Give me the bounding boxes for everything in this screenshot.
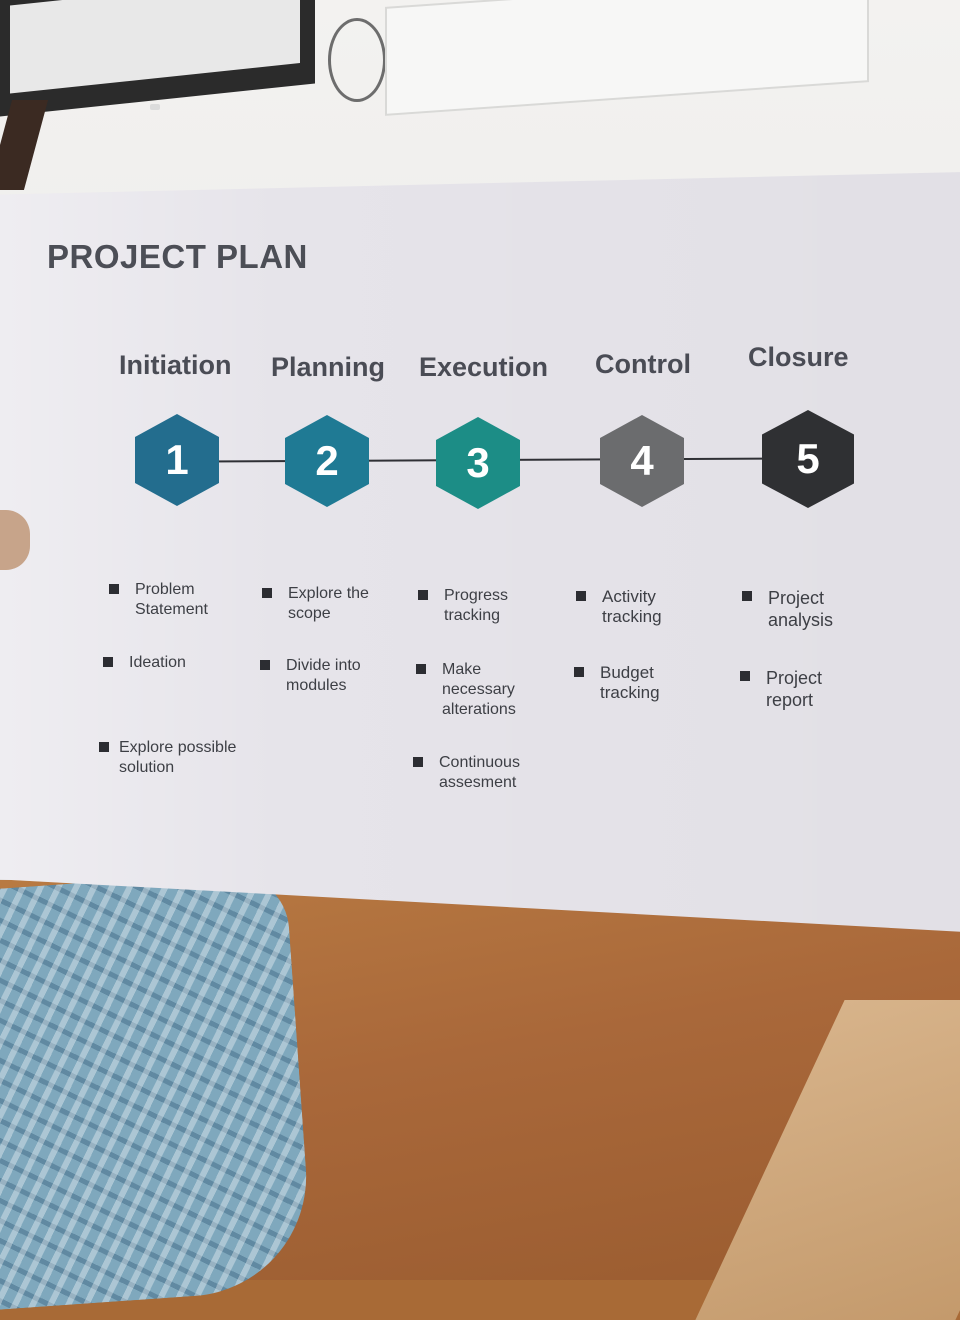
bullet-square-icon — [103, 657, 113, 667]
bullet-square-icon — [418, 590, 428, 600]
phase-label-control: Control — [595, 349, 691, 379]
list-item: Activity tracking — [576, 587, 682, 627]
bullet-square-icon — [99, 742, 109, 752]
bullet-square-icon — [740, 671, 750, 681]
list-item: Progress tracking — [418, 586, 534, 626]
bullet-square-icon — [109, 584, 119, 594]
step-number-5: 5 — [796, 435, 820, 482]
phase-label-planning: Planning — [271, 352, 385, 382]
phase-label-closure: Closure — [748, 342, 849, 372]
list-item: Explore possible solution — [99, 738, 254, 778]
bullet-square-icon — [413, 757, 423, 767]
paper-shading — [0, 172, 960, 932]
list-item: Project report — [740, 667, 851, 711]
step-number-4: 4 — [630, 437, 654, 484]
bullet-square-icon — [260, 660, 270, 670]
list-item: Budget tracking — [574, 663, 680, 703]
bullet-square-icon — [416, 664, 426, 674]
step-number-2: 2 — [315, 437, 339, 484]
hexagon-step-3: 3 — [436, 417, 520, 509]
hexagon-step-1: 1 — [135, 414, 219, 506]
phase-label-initiation: Initiation — [119, 350, 232, 380]
list-item: Project analysis — [742, 587, 853, 631]
bullet-square-icon — [742, 591, 752, 601]
bullet-square-icon — [574, 667, 584, 677]
cable — [328, 18, 386, 102]
blue-cloth — [0, 868, 315, 1312]
phase-label-execution: Execution — [419, 352, 549, 382]
list-item: Continuous assesment — [413, 753, 539, 793]
list-item: Explore the scope — [262, 584, 388, 624]
hexagon-step-4: 4 — [600, 415, 684, 507]
list-item: Make necessary alterations — [416, 660, 537, 720]
page-title: PROJECT PLAN — [47, 238, 308, 275]
monitor-led — [150, 104, 160, 110]
list-item: Divide into modules — [260, 656, 386, 696]
hand — [0, 510, 30, 570]
step-number-3: 3 — [466, 439, 490, 486]
bullet-square-icon — [576, 591, 586, 601]
hexagon-step-2: 2 — [285, 415, 369, 507]
list-item: Ideation — [103, 653, 249, 673]
bullet-square-icon — [262, 588, 272, 598]
paper-sheet — [0, 172, 960, 932]
monitor-screen — [10, 0, 300, 94]
step-number-1: 1 — [165, 436, 189, 483]
list-item: Problem Statement — [109, 580, 255, 620]
